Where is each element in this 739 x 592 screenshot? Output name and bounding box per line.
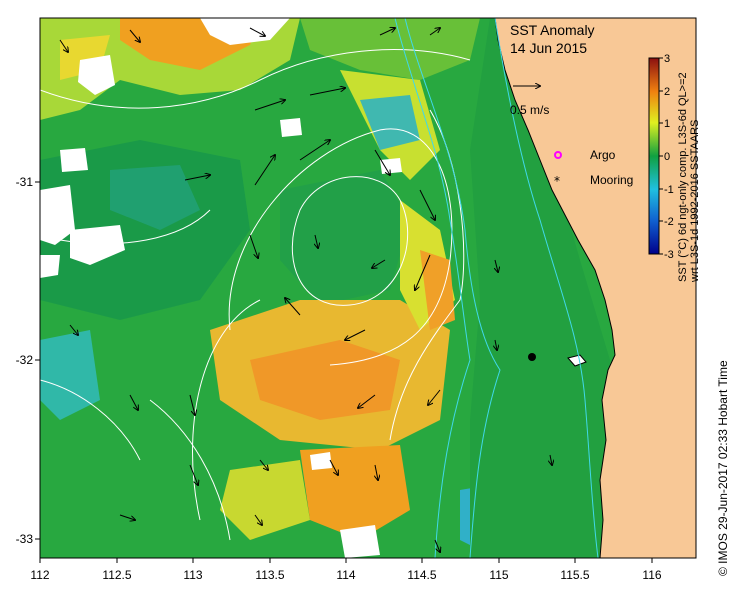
mooring-location xyxy=(528,353,536,361)
argo-legend-label: Argo xyxy=(590,148,616,162)
mooring-legend-label: Mooring xyxy=(590,173,633,187)
x-tick-label: 112.5 xyxy=(102,568,131,582)
x-tick-label: 113 xyxy=(183,568,202,582)
x-tick-label: 114 xyxy=(336,568,355,582)
x-tick-label: 115.5 xyxy=(560,568,589,582)
map-title-text: SST Anomaly xyxy=(510,22,595,38)
mooring-legend-icon: * xyxy=(554,174,560,188)
colorbar-tick-label: 3 xyxy=(664,53,670,65)
x-tick-label: 115 xyxy=(489,568,508,582)
y-tick-label: -31 xyxy=(16,175,34,189)
colorbar-tick-label: -1 xyxy=(664,184,674,196)
velocity-scale: 0.5 m/s xyxy=(510,86,549,117)
colorbar-tick-label: 1 xyxy=(664,118,670,130)
map-title: SST Anomaly 14 Jun 2015 xyxy=(510,22,595,56)
y-tick-label: -32 xyxy=(16,353,34,367)
colorbar-tick-label: 2 xyxy=(664,86,670,98)
x-tick-label: 113.5 xyxy=(255,568,284,582)
plot-frame xyxy=(39,17,697,559)
isobaths xyxy=(394,18,599,558)
velocity-scale-label: 0.5 m/s xyxy=(510,103,549,117)
colorbar-tick-label: -2 xyxy=(664,216,674,228)
plot-area: SST Anomaly 14 Jun 2015 0.5 m/s Argo * M… xyxy=(40,18,696,558)
x-tick-label: 116 xyxy=(642,568,661,582)
argo-legend-icon xyxy=(554,151,562,159)
land-western-australia xyxy=(494,18,696,558)
x-tick-label: 112 xyxy=(30,568,49,582)
timestamp-credit: © IMOS 29-Jun-2017 02:33 Hobart Time xyxy=(716,360,730,576)
colorbar-tick-label: 0 xyxy=(664,151,670,163)
ssh-contours xyxy=(40,49,471,541)
colorbar-label-line1: SST (°C) 6d ngt-only comp. L3S-6d QL>=2 xyxy=(677,72,689,282)
colorbar-tick-label: -3 xyxy=(664,249,674,261)
colorbar: 3 2 1 0 -1 -2 -3 SST (°C) 6d ngt-only co… xyxy=(648,53,701,283)
x-tick-label: 114.5 xyxy=(407,568,436,582)
y-tick-label: -33 xyxy=(16,532,34,546)
current-vectors xyxy=(59,28,552,552)
island-outline xyxy=(567,354,587,367)
x-axis: 112 112.5 113 113.5 114 114.5 115 115.5 … xyxy=(30,558,662,582)
map-date-text: 14 Jun 2015 xyxy=(510,40,587,56)
sst-anomaly-field xyxy=(40,18,610,558)
y-axis: -31 -32 -33 xyxy=(16,175,40,546)
marker-legend: Argo * Mooring xyxy=(554,148,633,188)
colorbar-gradient xyxy=(648,57,660,255)
colorbar-label-line2: wrt L3S-1d 1992-2016 SSTAARS xyxy=(689,120,701,283)
